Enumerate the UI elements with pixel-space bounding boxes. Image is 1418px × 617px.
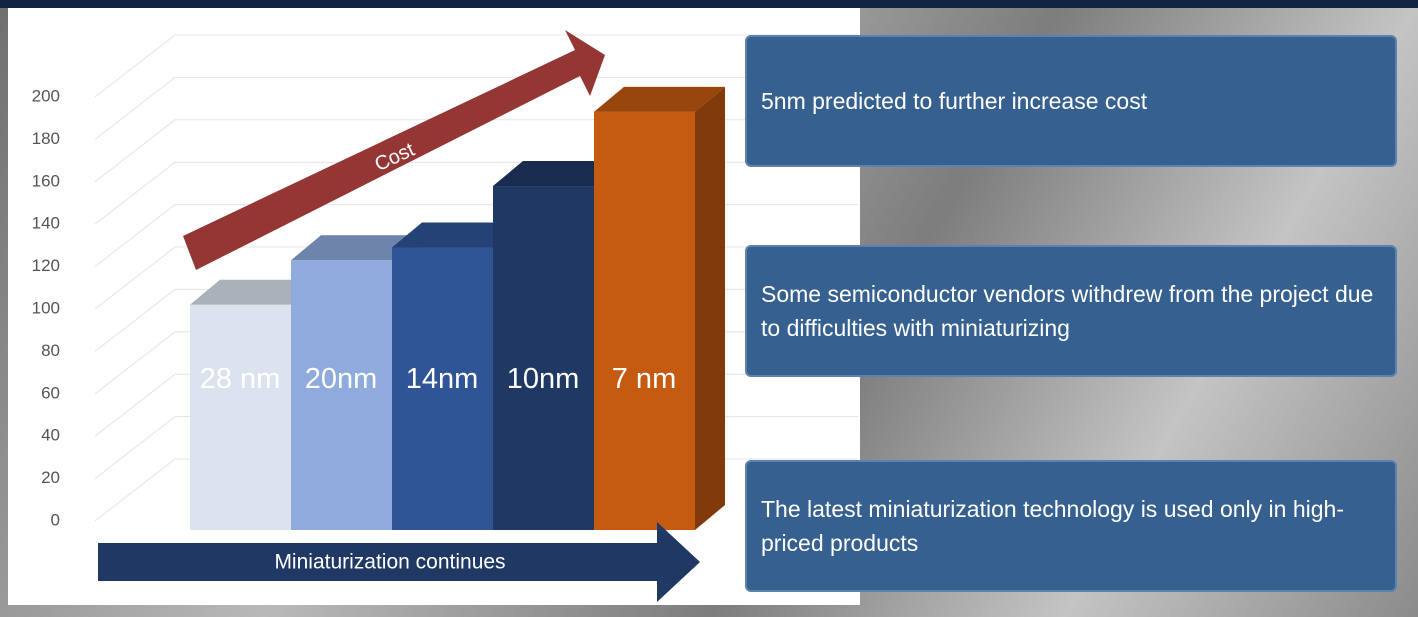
y-tick-label: 120: [32, 256, 60, 275]
note-box: 5nm predicted to further increase cost: [745, 35, 1397, 167]
bar-top-shade: [392, 222, 523, 248]
bar-top: [291, 235, 422, 261]
category-label: 10nm: [506, 363, 580, 395]
y-tick-label: 60: [41, 383, 60, 402]
bar: [190, 304, 291, 530]
note-box: The latest miniaturization technology is…: [745, 460, 1397, 592]
y-tick-label: 160: [32, 171, 60, 190]
bar-side: [695, 86, 725, 530]
category-label: 28 nm: [199, 363, 281, 395]
y-tick-label: 180: [32, 129, 60, 148]
y-tick-label: 100: [32, 298, 60, 317]
category-label: 14nm: [405, 363, 479, 395]
grid-line: [94, 76, 858, 140]
grid-line: [94, 161, 858, 225]
y-tick-label: 40: [41, 426, 60, 445]
y-tick-label: 200: [32, 86, 60, 105]
note-box: Some semiconductor vendors withdrew from…: [745, 245, 1397, 377]
top-bar: [0, 0, 1418, 8]
y-tick-label: 0: [51, 510, 60, 529]
bar-top: [190, 279, 321, 305]
bar-top-shade: [594, 86, 725, 112]
bar-top-shade: [291, 235, 422, 261]
grid-line: [94, 34, 858, 98]
bar-side-shade: [695, 86, 725, 530]
y-tick-label: 140: [32, 214, 60, 233]
bar: [594, 111, 695, 530]
bar-top: [493, 161, 624, 187]
miniaturization-label: Miniaturization continues: [274, 551, 505, 574]
bar-top-shade: [493, 161, 624, 187]
y-tick-label: 80: [41, 341, 60, 360]
bar-top-shade: [190, 279, 321, 305]
y-tick-label: 20: [41, 468, 60, 487]
miniaturization-arrow: [98, 522, 700, 602]
bar: [493, 186, 594, 531]
grid-line: [94, 119, 858, 183]
bar-top: [594, 86, 725, 112]
cost-arrow: [183, 30, 605, 270]
category-label: 7 nm: [611, 363, 677, 395]
category-label: 20nm: [304, 363, 378, 395]
bar: [392, 247, 493, 530]
bar-top: [392, 222, 523, 248]
bar: [291, 260, 392, 530]
